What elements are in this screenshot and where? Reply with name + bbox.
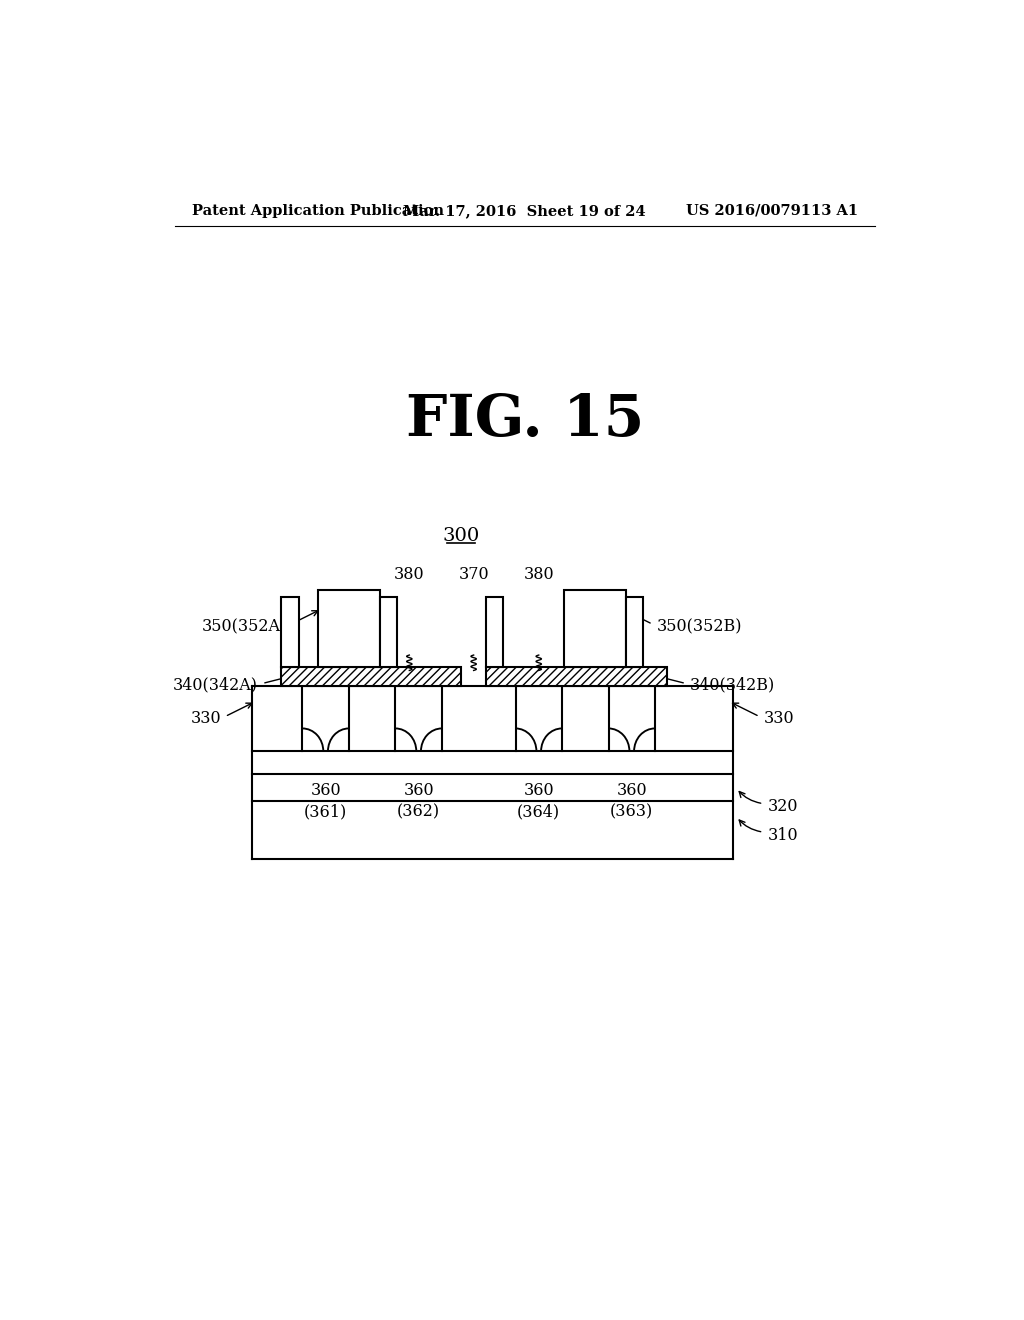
- Bar: [486, 667, 667, 686]
- Text: 360
(362): 360 (362): [397, 783, 440, 820]
- Text: 310: 310: [767, 826, 798, 843]
- Text: 350(352B): 350(352B): [656, 618, 742, 635]
- Text: 340(342B): 340(342B): [690, 677, 775, 693]
- Bar: [515, 686, 562, 751]
- Bar: [282, 597, 299, 667]
- Text: Mar. 17, 2016  Sheet 19 of 24: Mar. 17, 2016 Sheet 19 of 24: [403, 203, 646, 218]
- Bar: [302, 686, 349, 751]
- Bar: [563, 590, 626, 667]
- Bar: [380, 597, 397, 667]
- Bar: [395, 686, 442, 751]
- Text: 330: 330: [764, 710, 795, 727]
- Text: 360
(363): 360 (363): [610, 783, 653, 820]
- Bar: [486, 597, 503, 667]
- Bar: [317, 590, 380, 667]
- Text: 300: 300: [442, 527, 480, 545]
- Bar: [626, 597, 643, 667]
- Text: 380: 380: [394, 566, 425, 583]
- Text: 370: 370: [459, 566, 489, 583]
- Text: FIG. 15: FIG. 15: [406, 392, 644, 449]
- Text: 320: 320: [767, 799, 798, 816]
- Bar: [282, 667, 461, 686]
- Text: 330: 330: [190, 710, 221, 727]
- Text: 350(352A): 350(352A): [202, 618, 287, 635]
- Text: 380: 380: [523, 566, 554, 583]
- Text: 340(342A): 340(342A): [173, 677, 258, 693]
- Text: 360
(364): 360 (364): [517, 783, 560, 820]
- Text: 360
(361): 360 (361): [304, 783, 347, 820]
- Text: US 2016/0079113 A1: US 2016/0079113 A1: [686, 203, 858, 218]
- Bar: [608, 686, 655, 751]
- Text: Patent Application Publication: Patent Application Publication: [191, 203, 443, 218]
